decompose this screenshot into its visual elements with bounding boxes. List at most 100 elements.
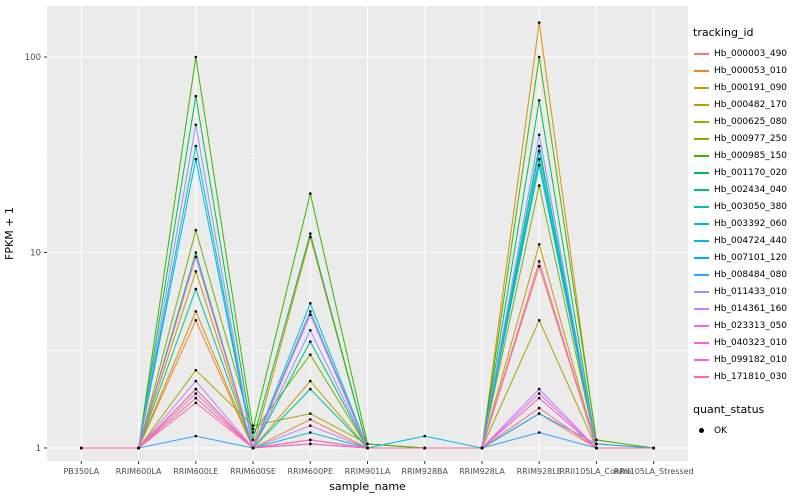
data-point — [537, 21, 541, 24]
legend-title-quant-status: quant_status — [693, 403, 765, 416]
data-point — [194, 379, 198, 383]
data-point — [251, 427, 255, 431]
x-tick-label: RRIM928LA — [459, 467, 505, 476]
data-point — [251, 424, 255, 428]
data-point — [194, 55, 198, 59]
legend-item-label: Hb_000482_170 — [714, 99, 788, 110]
x-tick-label: RRIM600SE — [230, 467, 276, 476]
data-point — [309, 313, 312, 317]
data-point — [194, 392, 198, 395]
legend-key-line — [693, 45, 710, 62]
data-point — [309, 379, 312, 383]
data-point — [595, 438, 598, 442]
y-tick-label: 100 — [25, 53, 41, 63]
data-point — [309, 438, 312, 442]
data-point — [537, 149, 541, 153]
legend-key-line — [693, 198, 710, 215]
data-point — [309, 431, 312, 434]
data-point — [537, 406, 541, 410]
data-point — [652, 446, 655, 450]
legend-line-swatch — [694, 239, 709, 242]
data-point — [194, 251, 198, 254]
y-tick-label: 10 — [30, 248, 41, 258]
legend-key-line — [693, 215, 710, 232]
legend-item: Hb_004724_440 — [693, 232, 798, 249]
data-point — [423, 446, 427, 450]
legend-item-label: Hb_000985_150 — [714, 150, 788, 161]
legend-item: Hb_023313_050 — [693, 317, 798, 334]
legend-key-line — [693, 181, 710, 198]
legend-key-line — [693, 62, 710, 79]
data-point — [423, 434, 427, 438]
legend-line-swatch — [694, 103, 709, 106]
legend-line-swatch — [694, 290, 709, 293]
data-point — [194, 434, 198, 438]
legend-line-swatch — [694, 154, 709, 157]
legend-item-label: Hb_004724_440 — [714, 235, 788, 246]
x-tick-label: RRIM600PE — [288, 467, 334, 476]
data-point — [194, 287, 198, 291]
legend-key-point — [693, 422, 710, 439]
legend-item-label: Hb_008484_080 — [714, 269, 788, 280]
data-point — [537, 265, 541, 268]
legend-item: Hb_008484_080 — [693, 266, 798, 283]
legend-line-swatch — [694, 324, 709, 327]
legend-line-swatch — [694, 137, 709, 140]
legend-item: Hb_000625_080 — [693, 113, 798, 130]
legend-item: Hb_001170_020 — [693, 164, 798, 181]
data-point — [537, 243, 541, 246]
point-icon — [699, 428, 704, 433]
legend-item: Hb_000003_490 — [693, 45, 798, 62]
legend-line-swatch — [694, 222, 709, 225]
data-point — [537, 133, 541, 137]
data-point — [537, 99, 541, 102]
legend-item-label: Hb_003392_060 — [714, 218, 788, 229]
legend-item-label: Hb_023313_050 — [714, 320, 788, 331]
data-point — [309, 310, 312, 313]
legend-line-swatch — [694, 256, 709, 259]
legend: tracking_id Hb_000003_490 Hb_000053_010 Hb… — [693, 26, 798, 439]
legend-items: Hb_000003_490 Hb_000053_010 Hb_000191_090 H… — [693, 45, 798, 385]
legend-item-quant-status: OK — [693, 422, 798, 439]
data-point — [537, 319, 541, 322]
data-point — [194, 310, 198, 313]
data-point — [595, 442, 598, 446]
legend-key-line — [693, 317, 710, 334]
legend-item-label: OK — [714, 425, 727, 436]
data-point — [194, 144, 198, 148]
legend-item: Hb_000191_090 — [693, 79, 798, 96]
data-point — [194, 123, 198, 127]
legend-item-label: Hb_000625_080 — [714, 116, 788, 127]
data-point — [537, 184, 541, 187]
legend-key-line — [693, 130, 710, 147]
data-point — [537, 412, 541, 415]
legend-line-swatch — [694, 375, 709, 378]
legend-line-swatch — [694, 341, 709, 344]
x-tick-label: RRII105LA_Control — [559, 467, 633, 476]
legend-line-swatch — [694, 52, 709, 55]
legend-key-line — [693, 96, 710, 113]
legend-item: Hb_014361_160 — [693, 300, 798, 317]
legend-item: Hb_000053_010 — [693, 62, 798, 79]
legend-item: Hb_007101_120 — [693, 249, 798, 266]
legend-item: Hb_011433_010 — [693, 283, 798, 300]
data-point — [537, 55, 541, 59]
legend-shape-items: OK — [693, 422, 798, 439]
data-point — [309, 442, 312, 446]
data-point — [309, 232, 312, 235]
data-point — [194, 270, 198, 273]
legend-item-label: Hb_007101_120 — [714, 252, 788, 263]
data-point — [309, 235, 312, 239]
legend-item-label: Hb_014361_160 — [714, 303, 788, 314]
data-point — [309, 329, 312, 332]
data-point — [309, 353, 312, 357]
data-point — [194, 387, 198, 391]
x-tick-label: RRIM928BA — [401, 467, 448, 476]
legend-key-line — [693, 147, 710, 164]
legend-key-line — [693, 79, 710, 96]
data-point — [80, 446, 83, 450]
data-point — [194, 94, 198, 98]
legend-item-label: Hb_003050_380 — [714, 201, 788, 212]
